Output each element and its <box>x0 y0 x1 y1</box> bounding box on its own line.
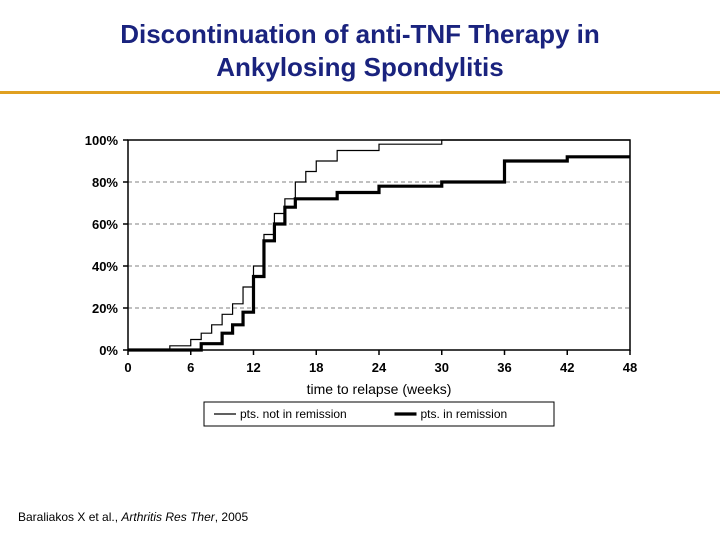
title-line-1: Discontinuation of anti-TNF Therapy in <box>120 19 600 49</box>
svg-text:12: 12 <box>246 360 260 375</box>
svg-text:30: 30 <box>435 360 449 375</box>
title-line-2: Ankylosing Spondylitis <box>216 52 503 82</box>
svg-text:0: 0 <box>124 360 131 375</box>
svg-text:18: 18 <box>309 360 323 375</box>
citation-journal: Arthritis Res Ther <box>121 510 214 524</box>
svg-text:80%: 80% <box>92 175 118 190</box>
relapse-chart: 0% 20% 40% 60% 80% 100% 0 6 12 18 24 30 36 42 48 time t… <box>70 130 650 440</box>
svg-text:48: 48 <box>623 360 637 375</box>
svg-text:pts. in remission: pts. in remission <box>421 407 508 421</box>
slide-title: Discontinuation of anti-TNF Therapy in A… <box>0 0 720 91</box>
svg-text:100%: 100% <box>85 133 119 148</box>
svg-text:pts. not in remission: pts. not in remission <box>240 407 347 421</box>
svg-text:6: 6 <box>187 360 194 375</box>
chart-svg: 0% 20% 40% 60% 80% 100% 0 6 12 18 24 30 36 42 48 time t… <box>70 130 650 440</box>
svg-text:36: 36 <box>497 360 511 375</box>
title-underline <box>0 91 720 94</box>
svg-text:20%: 20% <box>92 301 118 316</box>
svg-text:24: 24 <box>372 360 387 375</box>
svg-text:0%: 0% <box>99 343 118 358</box>
svg-text:time to relapse (weeks): time to relapse (weeks) <box>307 381 452 397</box>
svg-text:42: 42 <box>560 360 574 375</box>
citation-prefix: Baraliakos X et al., <box>18 510 121 524</box>
citation-suffix: , 2005 <box>215 510 248 524</box>
citation: Baraliakos X et al., Arthritis Res Ther,… <box>18 510 248 524</box>
svg-text:40%: 40% <box>92 259 118 274</box>
svg-text:60%: 60% <box>92 217 118 232</box>
